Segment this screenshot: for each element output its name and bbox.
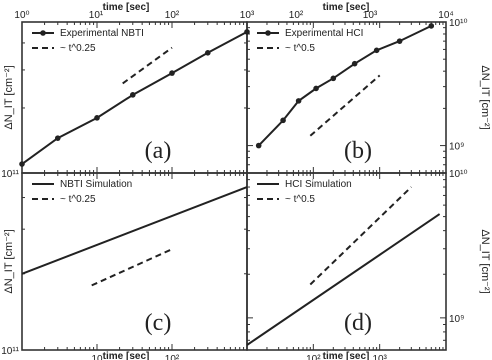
top-tick-label: 10³ [240, 10, 255, 21]
data-point [19, 161, 25, 167]
data-point [255, 142, 262, 149]
data-point [428, 23, 435, 29]
legend-marker [40, 30, 46, 36]
panel-frame-1 [21, 21, 248, 174]
y-axis-title: ΔN_IT [cm⁻²] [3, 229, 15, 293]
y-tick-label: 10⁹ [449, 314, 464, 325]
data-point [313, 85, 319, 92]
x-tick-label: 10 [91, 354, 103, 360]
legend-label: NBTI Simulation [60, 179, 132, 190]
data-point [373, 47, 380, 54]
top-axis-title-right: time [sec] [323, 2, 370, 13]
y-tick-label: 10⁹ [449, 142, 464, 153]
series-line-1-2 [122, 46, 173, 85]
data-point [330, 75, 337, 82]
x-tick-label: 10² [306, 354, 321, 360]
data-point [351, 60, 358, 67]
y-axis-title: ΔN_IT [cm⁻²] [3, 65, 15, 129]
panel-label: (b) [344, 138, 372, 164]
y-axis-title: ΔN_IT [cm⁻²] [479, 65, 491, 129]
top-axis-title-left: time [sec] [103, 2, 150, 13]
series-line-2-2 [309, 74, 381, 137]
panel-frames [21, 21, 447, 351]
bottom-axis-title-left: time [sec] [103, 351, 150, 360]
top-tick-label: 10² [165, 10, 180, 21]
data-point [295, 98, 302, 104]
data-point [244, 29, 250, 35]
bottom-axis-title-right: time [sec] [323, 351, 370, 360]
top-tick-label: 10² [289, 10, 304, 21]
series-line-4-2 [309, 186, 412, 286]
data-point [129, 92, 136, 98]
legend-label: Experimental NBTI [60, 28, 144, 39]
data-point [169, 70, 175, 76]
data-point [54, 135, 61, 141]
legend-label: ~ t^0.5 [285, 43, 315, 54]
y-tick-label: 10¹⁰ [449, 18, 467, 29]
panel-frame-4 [246, 172, 447, 351]
series-line-4-1 [246, 213, 441, 346]
panel-label: (c) [145, 310, 172, 336]
panel-label: (d) [344, 310, 372, 336]
data-point [204, 50, 211, 56]
legend-label: ~ t^0.5 [285, 194, 315, 205]
data-point [280, 117, 286, 124]
top-tick-label: 10⁰ [14, 10, 29, 21]
legend-label: HCI Simulation [285, 179, 352, 190]
series-layer [19, 23, 441, 346]
y-tick-label: 10¹¹ [1, 346, 19, 357]
y-axis-title: ΔN_IT [cm⁻²] [479, 229, 491, 293]
x-tick-label: 10² [165, 354, 180, 360]
x-tick-label: 10³ [372, 354, 387, 360]
legend-label: ~ t^0.25 [60, 194, 96, 205]
legend-marker [265, 30, 271, 36]
series-line-3-2 [91, 248, 173, 287]
y-tick-label: 10¹⁰ [449, 169, 467, 180]
series-line-3-1 [21, 186, 248, 275]
legend-label: Experimental HCI [285, 28, 363, 39]
top-tick-label: 10¹ [89, 10, 104, 21]
series-line-1-1 [21, 31, 248, 165]
data-point [396, 38, 403, 44]
top-tick-label: 10⁴ [438, 10, 453, 21]
data-point [94, 115, 100, 121]
panel-label: (a) [145, 138, 172, 164]
y-tick-label: 10¹¹ [1, 169, 19, 180]
top-tick-label: 10³ [363, 10, 378, 21]
legend-label: ~ t^0.25 [60, 43, 96, 54]
